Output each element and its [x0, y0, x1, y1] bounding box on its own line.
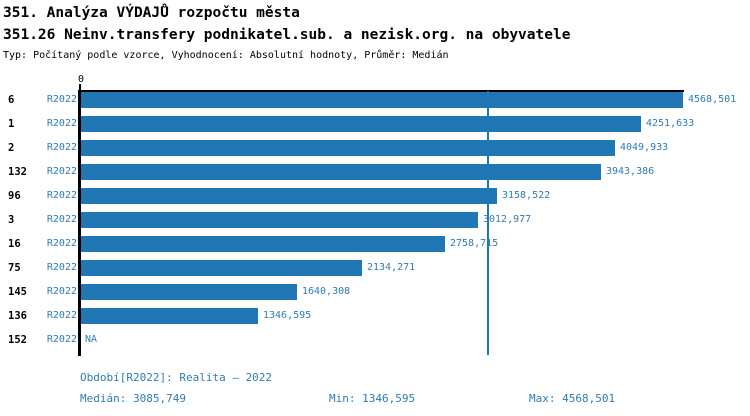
row-rank-label: 2 [8, 142, 15, 154]
bar [81, 212, 478, 228]
row-period-label: R2022 [46, 238, 77, 249]
bar [81, 188, 497, 204]
bar [81, 92, 683, 108]
bar [81, 284, 297, 300]
bar-value-label: 4049,933 [620, 142, 669, 153]
row-period-label: R2022 [46, 190, 77, 201]
row-rank-label: 75 [8, 262, 21, 274]
row-rank-label: 1 [8, 118, 15, 130]
row-rank-label: 152 [8, 334, 27, 346]
row-period-label: R2022 [46, 118, 77, 129]
footer-max: Max: 4568,501 [529, 392, 616, 405]
bar-value-label: 1640,308 [302, 286, 351, 297]
row-period-label: R2022 [46, 310, 77, 321]
bar-value-label: 3012,977 [483, 214, 532, 225]
row-rank-label: 132 [8, 166, 27, 178]
footer-min: Min: 1346,595 [329, 392, 416, 405]
row-period-label: R2022 [46, 142, 77, 153]
axis-zero-tick-label: 0 [77, 74, 85, 85]
bar [81, 236, 445, 252]
bar-value-label: 4568,501 [688, 94, 737, 105]
row-rank-label: 145 [8, 286, 27, 298]
bar [81, 260, 362, 276]
bar [81, 308, 258, 324]
row-period-label: R2022 [46, 214, 77, 225]
bar-value-label: 1346,595 [263, 310, 312, 321]
page-subtitle: 351.26 Neinv.transfery podnikatel.sub. a… [3, 27, 571, 43]
x-axis-line [80, 90, 684, 92]
bar-value-label: 2134,271 [367, 262, 416, 273]
row-period-label: R2022 [46, 166, 77, 177]
row-rank-label: 6 [8, 94, 15, 106]
bar [81, 164, 601, 180]
median-line [487, 91, 489, 355]
chart-meta: Typ: Počítaný podle vzorce, Vyhodnocení:… [3, 50, 449, 61]
footer-period-line: Období[R2022]: Realita – 2022 [80, 371, 273, 384]
footer-median: Medián: 3085,749 [80, 392, 186, 405]
page-title: 351. Analýza VÝDAJŮ rozpočtu města [3, 5, 300, 21]
bar [81, 140, 615, 156]
bar-value-label: NA [85, 334, 98, 345]
y-axis-line [78, 90, 81, 356]
bar [81, 116, 641, 132]
row-period-label: R2022 [46, 262, 77, 273]
row-period-label: R2022 [46, 334, 77, 345]
row-period-label: R2022 [46, 286, 77, 297]
axis-zero-tick-mark [79, 84, 81, 91]
bar-value-label: 4251,633 [646, 118, 695, 129]
row-rank-label: 136 [8, 310, 27, 322]
bar-value-label: 2758,715 [450, 238, 499, 249]
bar-value-label: 3943,386 [606, 166, 655, 177]
row-rank-label: 96 [8, 190, 21, 202]
row-rank-label: 16 [8, 238, 21, 250]
bar-value-label: 3158,522 [502, 190, 551, 201]
row-rank-label: 3 [8, 214, 15, 226]
row-period-label: R2022 [46, 94, 77, 105]
